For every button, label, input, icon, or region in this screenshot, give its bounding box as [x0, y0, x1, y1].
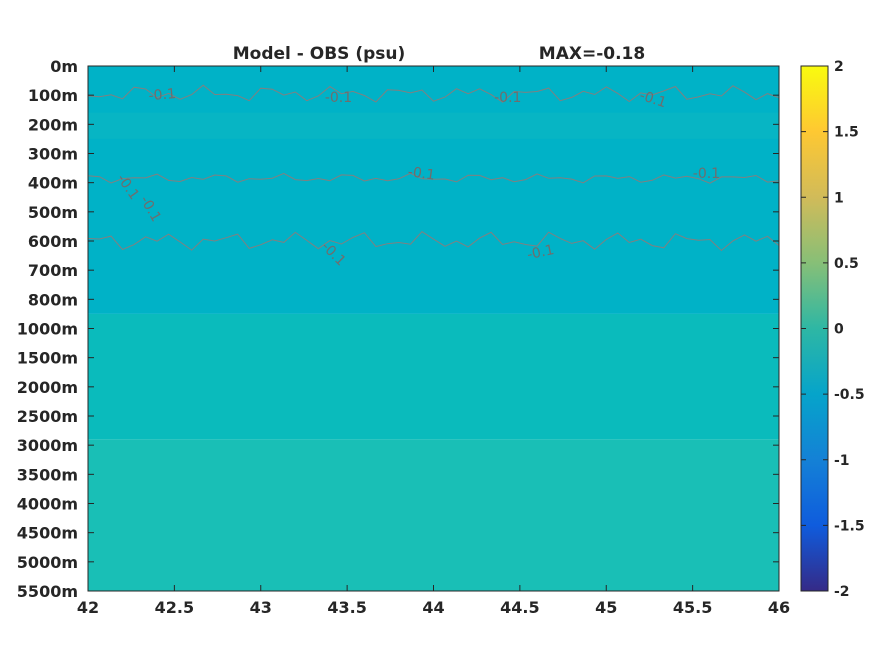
- y-tick-label-16: 4500m: [17, 524, 78, 543]
- y-tick-label-18: 5500m: [17, 582, 78, 601]
- x-tick-label-4: 44: [422, 598, 444, 617]
- colorbar-axis: 2 1.5 1 0.5 0 -0.5 -1 -1.5 -2: [801, 59, 865, 600]
- y-tick-label-13: 3000m: [17, 436, 78, 455]
- contour-label-5: -0.1: [693, 166, 720, 182]
- y-tick-label-14: 3500m: [17, 465, 78, 484]
- y-tick-label-0: 0m: [50, 57, 78, 76]
- cbar-tick-label-2: 1: [834, 190, 844, 206]
- band-stripe: [88, 112, 779, 139]
- band-2: [88, 439, 779, 591]
- cbar-tick-label-0: 2: [834, 59, 844, 75]
- x-tick-label-1: 42.5: [155, 598, 194, 617]
- x-tick-label-3: 43.5: [327, 598, 366, 617]
- x-tick-label-2: 43: [250, 598, 272, 617]
- y-tick-label-8: 800m: [28, 290, 78, 309]
- contour-label-2: -0.1: [494, 90, 521, 106]
- y-tick-label-9: 1000m: [17, 320, 78, 339]
- y-tick-label-11: 2000m: [17, 378, 78, 397]
- x-tick-label-7: 45.5: [673, 598, 712, 617]
- y-tick-label-1: 100m: [28, 86, 78, 105]
- cbar-tick-label-7: -1.5: [834, 518, 865, 534]
- band-0: [88, 66, 779, 314]
- heatmap-fill: [88, 66, 779, 591]
- contour-label-4: -0.1: [407, 164, 436, 184]
- cbar-tick-label-4: 0: [834, 322, 844, 338]
- band-1: [88, 313, 779, 440]
- contour-label-9: -0.1: [526, 242, 556, 263]
- y-tick-label-17: 5000m: [17, 553, 78, 572]
- cbar-tick-label-8: -2: [834, 584, 850, 600]
- y-tick-label-2: 200m: [28, 115, 78, 134]
- x-tick-label-8: 46: [768, 598, 790, 617]
- cbar-tick-label-3: 0.5: [834, 256, 859, 272]
- contour-line-2: [87, 231, 780, 252]
- contour-label-1: -0.1: [325, 90, 352, 106]
- cbar-tick-label-5: -0.5: [834, 387, 865, 403]
- y-tick-label-7: 700m: [28, 261, 78, 280]
- y-tick-label-12: 2500m: [17, 407, 78, 426]
- y-tick-label-5: 500m: [28, 203, 78, 222]
- x-tick-label-6: 45: [595, 598, 617, 617]
- contour-line-0: [87, 84, 780, 103]
- contour-line-1: [87, 172, 780, 184]
- x-tick-label-0: 42: [77, 598, 99, 617]
- cbar-tick-label-6: -1: [834, 453, 850, 469]
- contour-lines: [87, 84, 780, 252]
- x-tick-label-5: 44.5: [500, 598, 539, 617]
- y-tick-label-6: 600m: [28, 232, 78, 251]
- max-annotation: MAX=-0.18: [539, 44, 645, 64]
- y-tick-label-15: 4000m: [17, 495, 78, 514]
- cbar-tick-label-1: 1.5: [834, 125, 859, 141]
- y-tick-label-4: 400m: [28, 174, 78, 193]
- chart-title: Model - OBS (psu): [233, 44, 406, 64]
- y-tick-label-10: 1500m: [17, 349, 78, 368]
- x-axis: 42 42.5 43 43.5 44 44.5 45 45.5 46: [77, 66, 790, 617]
- y-tick-label-3: 300m: [28, 145, 78, 164]
- contour-label-0: -0.1: [148, 86, 177, 104]
- y-axis: 0m 100m 200m 300m 400m 500m 600m 700m 800m 1000m 1…: [17, 57, 779, 601]
